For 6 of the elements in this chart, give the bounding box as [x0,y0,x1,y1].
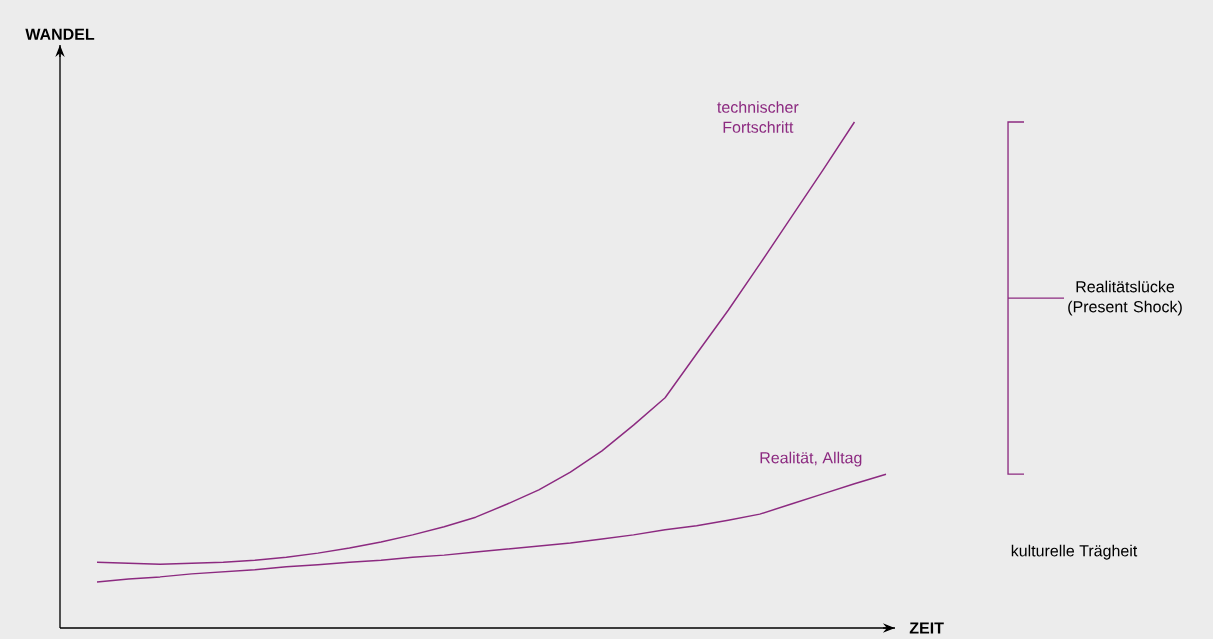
text: kulturelle Trägheit [1011,544,1138,560]
x-axis-title: ZEIT [909,622,944,634]
text: Realitätslücke (Present Shock) [1068,280,1182,316]
text: technischer Fortschritt [717,101,799,133]
text: WANDEL [25,28,95,40]
series-label: Realität, Alltag [760,451,862,467]
